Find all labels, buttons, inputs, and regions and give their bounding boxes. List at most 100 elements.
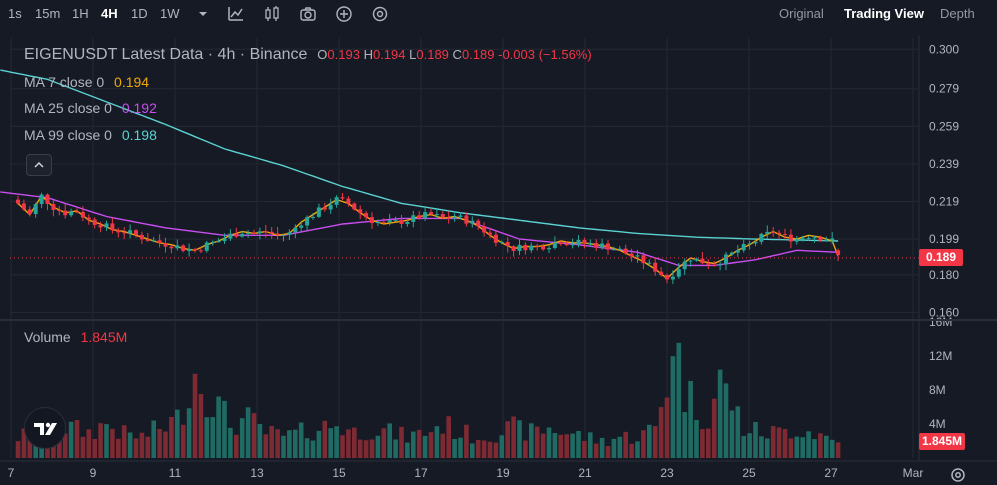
indicators-icon[interactable] <box>226 4 246 24</box>
interval-1s[interactable]: 1s <box>8 6 22 21</box>
candle <box>771 226 776 237</box>
time-tick-label: Mar <box>903 466 924 480</box>
axis-settings-icon[interactable] <box>949 466 967 484</box>
candle <box>210 240 215 246</box>
candle-body <box>511 246 516 251</box>
volume-bar <box>263 434 269 458</box>
volume-bar <box>369 439 375 458</box>
candle-body <box>517 244 522 251</box>
candle <box>741 238 746 253</box>
candle-body <box>387 220 392 223</box>
candle-body <box>210 241 215 243</box>
candle <box>505 237 510 253</box>
volume-bar <box>593 443 599 458</box>
candle <box>169 244 174 254</box>
last-price-tag: 0.189 <box>919 249 963 266</box>
view-depth[interactable]: Depth <box>940 6 975 21</box>
volume-bar <box>523 440 528 458</box>
time-tick-label: 17 <box>414 466 428 480</box>
volume-bar <box>670 356 676 458</box>
candle <box>783 228 787 240</box>
volume-bar <box>682 412 687 458</box>
view-original[interactable]: Original <box>779 6 824 21</box>
price-tick-label: 0.199 <box>929 232 959 246</box>
volume-bar <box>517 420 522 458</box>
candle <box>429 207 433 216</box>
volume-bar <box>570 433 575 458</box>
low-value: 0.189 <box>416 47 449 62</box>
candle-body <box>98 224 103 228</box>
candle <box>582 237 587 249</box>
candle <box>729 251 734 257</box>
tradingview-logo[interactable] <box>24 407 66 449</box>
volume-bar <box>546 427 552 458</box>
volume-bar <box>275 429 280 458</box>
candle-body <box>151 240 156 242</box>
candle <box>322 202 327 212</box>
candle-type-icon[interactable] <box>262 4 282 24</box>
chevron-down-icon[interactable] <box>193 4 213 24</box>
volume-bar <box>652 426 658 458</box>
candle-body <box>594 242 599 248</box>
interval-15m[interactable]: 15m <box>35 6 61 21</box>
candle <box>523 242 528 255</box>
price-tick-label: 0.219 <box>929 194 959 208</box>
candle-body <box>411 215 416 222</box>
candle <box>352 202 357 211</box>
candle <box>570 238 575 249</box>
candle-body <box>700 258 705 264</box>
candle <box>670 270 675 284</box>
candle <box>358 205 363 220</box>
candle <box>535 243 540 251</box>
candle <box>452 211 457 222</box>
time-tick-label: 7 <box>8 466 15 480</box>
candle <box>281 233 286 242</box>
add-icon[interactable] <box>334 4 354 24</box>
candle <box>198 247 203 254</box>
settings-icon[interactable] <box>370 4 390 24</box>
volume-bar <box>110 428 115 458</box>
volume-bar <box>440 433 446 458</box>
interval-1w[interactable]: 1W <box>160 6 180 21</box>
time-tick-label: 27 <box>824 466 838 480</box>
candle <box>204 240 209 253</box>
volume-bar <box>363 440 369 458</box>
candle <box>27 206 32 217</box>
collapse-legend-button[interactable] <box>26 154 52 176</box>
candle <box>145 233 150 242</box>
volume-bar <box>664 397 670 458</box>
candle-body <box>670 276 675 280</box>
time-tick-label: 9 <box>90 466 97 480</box>
candle-body <box>240 233 245 237</box>
candle <box>411 210 416 228</box>
candle-body <box>576 239 581 245</box>
volume-bar <box>694 419 699 458</box>
volume-bar <box>475 439 481 458</box>
candle-body <box>63 210 68 216</box>
interval-4h[interactable]: 4H <box>101 6 118 21</box>
candle <box>529 242 534 253</box>
time-tick-label: 23 <box>660 466 674 480</box>
candle-body <box>429 212 433 215</box>
candle <box>753 239 758 247</box>
candle-body <box>21 203 26 210</box>
interval-1h[interactable]: 1H <box>72 6 89 21</box>
candle <box>287 229 292 240</box>
volume-bar <box>540 433 546 458</box>
volume-bar <box>428 432 434 458</box>
candle <box>694 257 699 262</box>
candle <box>830 232 835 244</box>
candle-body <box>252 232 256 234</box>
candle-body <box>706 263 711 265</box>
candle-body <box>482 226 487 233</box>
camera-icon[interactable] <box>298 4 318 24</box>
interval-1d[interactable]: 1D <box>131 6 148 21</box>
volume-bar <box>747 433 752 458</box>
candle <box>476 218 481 230</box>
volume-bar <box>711 398 717 458</box>
volume-legend: Volume 1.845M <box>24 329 127 345</box>
candle-body <box>488 232 492 235</box>
candle <box>21 199 26 211</box>
view-trading-view[interactable]: Trading View <box>844 6 924 21</box>
